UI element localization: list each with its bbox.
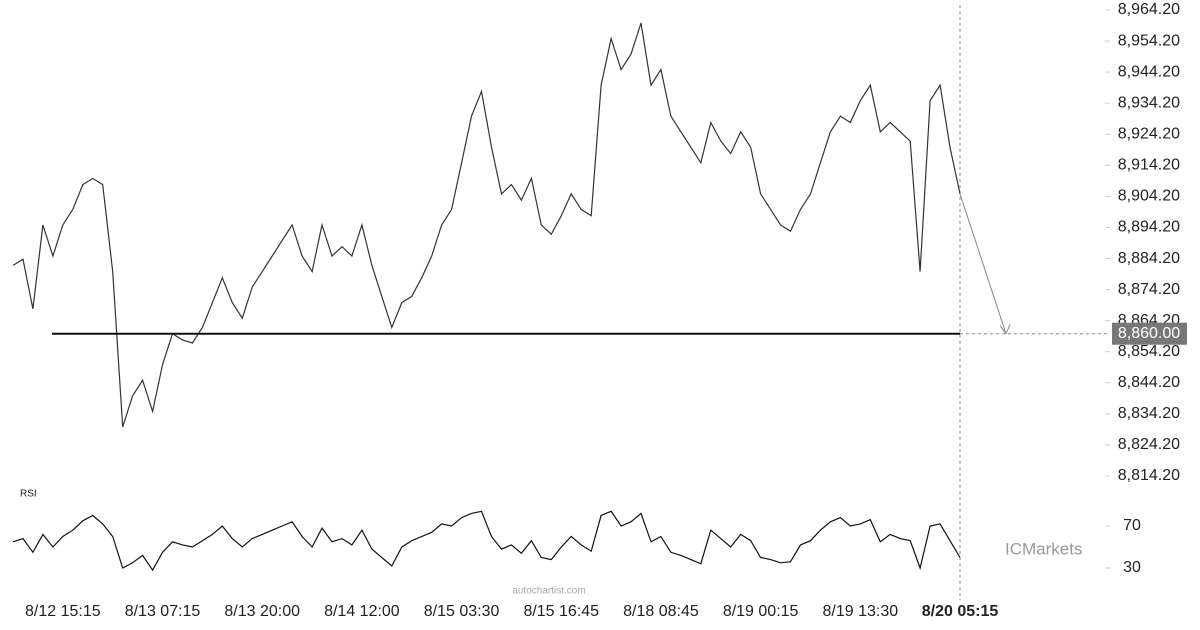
x-tick-label: 8/18 08:45 — [623, 603, 699, 620]
y-tick-label: 8,924.20 — [1118, 125, 1180, 142]
y-tick-label: 8,854.20 — [1118, 343, 1180, 360]
y-tick-label: 8,894.20 — [1118, 219, 1180, 236]
arrow-head — [999, 324, 1011, 335]
y-tick-label: 8,944.20 — [1118, 63, 1180, 80]
level-badge — [1112, 322, 1187, 345]
x-tick-label: 8/19 13:30 — [823, 603, 899, 620]
rsi-line — [12, 510, 961, 572]
level-label: 8,860.00 — [1118, 325, 1180, 342]
x-tick-label: 8/15 03:30 — [424, 603, 500, 620]
price-line — [12, 22, 961, 428]
x-tick-label: 8/15 16:45 — [523, 603, 599, 620]
x-tick-label: 8/12 15:15 — [25, 603, 101, 620]
y-tick-label: 8,914.20 — [1118, 157, 1180, 174]
y-tick-label: 8,824.20 — [1118, 436, 1180, 453]
y-tick-label: 8,884.20 — [1118, 250, 1180, 267]
x-tick-label: 8/13 07:15 — [125, 603, 201, 620]
y-tick-label: 8,934.20 — [1118, 94, 1180, 111]
brand: ICMarkets — [1005, 539, 1082, 558]
y-tick-label: 8,964.20 — [1118, 1, 1180, 18]
y-tick-label: 8,874.20 — [1118, 281, 1180, 298]
x-tick-label: 8/19 00:15 — [723, 603, 799, 620]
y-tick-label: 8,954.20 — [1118, 32, 1180, 49]
watermark: autochartist.com — [512, 586, 585, 597]
y-tick-label: 8,844.20 — [1118, 374, 1180, 391]
y2-tick-label: 30 — [1123, 559, 1141, 576]
rsi-label: RSI — [20, 489, 37, 500]
y2-tick-label: 70 — [1123, 517, 1141, 534]
forecast-arrow — [959, 193, 1007, 334]
x-tick-label: 8/14 12:00 — [324, 603, 400, 620]
x-tick-label: 8/13 20:00 — [224, 603, 300, 620]
y-tick-label: 8,814.20 — [1118, 467, 1180, 484]
x-tick-label: 8/20 05:15 — [922, 603, 999, 620]
y-tick-label: 8,904.20 — [1118, 188, 1180, 205]
y-tick-label: 8,834.20 — [1118, 405, 1180, 422]
